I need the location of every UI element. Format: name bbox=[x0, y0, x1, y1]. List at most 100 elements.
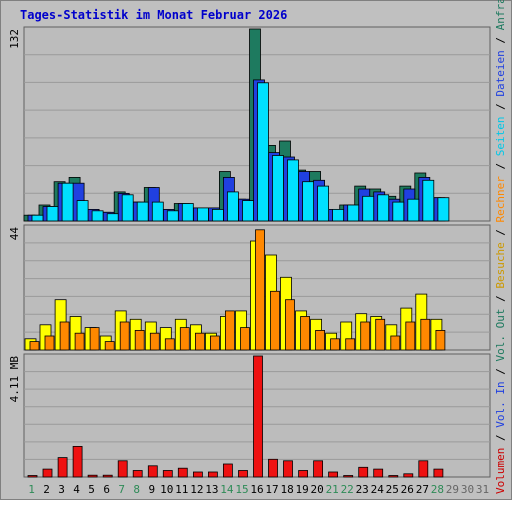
bar-seiten-day-26 bbox=[407, 198, 420, 222]
bar-seiten-day-24 bbox=[377, 194, 390, 222]
x-tick-label-day-1: 1 bbox=[28, 483, 35, 496]
x-tick-label-day-24: 24 bbox=[371, 483, 385, 496]
bar-seiten-day-25 bbox=[392, 201, 405, 222]
bar-rechner-day-23 bbox=[360, 321, 371, 351]
bar-seiten-day-27 bbox=[422, 179, 435, 222]
bar-rechner-day-8 bbox=[134, 329, 145, 351]
bar-seiten-day-10 bbox=[166, 210, 179, 222]
x-tick-label-day-18: 18 bbox=[280, 483, 293, 496]
bar-rechner-day-21 bbox=[330, 338, 341, 351]
bar-seiten-day-17 bbox=[272, 155, 284, 222]
x-tick-label-day-15: 15 bbox=[235, 483, 248, 496]
x-tick-label-day-12: 12 bbox=[190, 483, 203, 496]
bar-rechner-day-10 bbox=[164, 338, 175, 351]
legend-item-anfragen: Anfragen bbox=[494, 0, 507, 30]
bar-volumen-day-28 bbox=[433, 468, 444, 478]
legend-item-besuche: Besuche bbox=[494, 242, 507, 288]
x-tick-label-day-9: 9 bbox=[148, 483, 155, 496]
panel-top: 132 bbox=[8, 26, 491, 222]
bar-seiten-day-7 bbox=[121, 194, 134, 222]
x-tick-label-day-19: 19 bbox=[295, 483, 308, 496]
bar-seiten-day-15 bbox=[242, 200, 254, 222]
bar-volumen-day-23 bbox=[358, 466, 369, 478]
x-tick-label-day-21: 21 bbox=[326, 483, 339, 496]
x-tick-label-day-28: 28 bbox=[431, 483, 444, 496]
x-tick-label-day-26: 26 bbox=[401, 483, 414, 496]
bar-rechner-day-13 bbox=[209, 335, 220, 351]
bar-volumen-day-22 bbox=[343, 475, 354, 478]
bar-seiten-day-13 bbox=[211, 208, 224, 222]
legend-item-dateien: Dateien bbox=[494, 50, 507, 96]
bar-seiten-day-12 bbox=[196, 207, 209, 222]
bar-seiten-day-2 bbox=[46, 206, 59, 222]
bar-volumen-day-2 bbox=[42, 468, 53, 478]
x-tick-label-day-16: 16 bbox=[250, 483, 263, 496]
bar-seiten-day-6 bbox=[106, 213, 119, 222]
legend-separator: / bbox=[494, 222, 507, 242]
bar-rechner-day-19 bbox=[300, 316, 311, 351]
x-tick-label-day-13: 13 bbox=[205, 483, 218, 496]
legend-separator: / bbox=[494, 97, 507, 117]
bar-volumen-day-7 bbox=[117, 460, 128, 478]
x-tick-label-day-5: 5 bbox=[88, 483, 95, 496]
x-tick-label-day-22: 22 bbox=[341, 483, 354, 496]
bar-volumen-day-18 bbox=[283, 460, 293, 478]
bar-rechner-day-24 bbox=[375, 318, 386, 351]
bar-volumen-day-21 bbox=[328, 471, 339, 478]
x-tick-label-day-23: 23 bbox=[356, 483, 369, 496]
bar-volumen-day-24 bbox=[373, 468, 384, 478]
bar-rechner-day-16 bbox=[255, 229, 265, 351]
bar-volumen-day-17 bbox=[268, 458, 278, 478]
bar-rechner-day-17 bbox=[270, 290, 280, 351]
y-axis-max-label-bottom: 4.11 MB bbox=[8, 356, 21, 403]
bar-seiten-day-11 bbox=[181, 203, 194, 222]
bar-rechner-day-14 bbox=[224, 310, 235, 351]
bar-rechner-day-11 bbox=[179, 327, 190, 351]
bar-rechner-day-25 bbox=[390, 335, 401, 351]
chart-title: Tages-Statistik im Monat Februar 2026 bbox=[20, 8, 287, 22]
legend-item-vol-in: Vol. In bbox=[494, 381, 507, 427]
bar-volumen-day-14 bbox=[222, 463, 233, 478]
bar-volumen-day-10 bbox=[162, 470, 173, 478]
bar-rechner-day-20 bbox=[315, 329, 326, 351]
bar-seiten-day-21 bbox=[332, 208, 345, 222]
x-tick-label-day-2: 2 bbox=[43, 483, 50, 496]
bar-volumen-day-15 bbox=[238, 470, 248, 478]
bar-seiten-day-9 bbox=[151, 201, 164, 222]
x-tick-label-day-11: 11 bbox=[175, 483, 188, 496]
bar-volumen-day-8 bbox=[132, 470, 143, 478]
x-tick-label-day-31: 31 bbox=[476, 483, 489, 496]
legend-item-vol-out: Vol. Out bbox=[494, 309, 507, 362]
bar-volumen-day-4 bbox=[72, 445, 83, 478]
bar-rechner-day-5 bbox=[89, 327, 100, 351]
bar-rechner-day-22 bbox=[345, 338, 356, 351]
legend-item-volumen: Volumen bbox=[494, 448, 507, 494]
right-legend: Volumen / Vol. In / Vol. Out / Besuche /… bbox=[494, 0, 507, 494]
bar-volumen-day-6 bbox=[102, 474, 113, 478]
x-tick-label-day-17: 17 bbox=[265, 483, 278, 496]
bar-rechner-day-7 bbox=[119, 321, 130, 351]
bar-rechner-day-6 bbox=[104, 341, 115, 351]
bar-seiten-day-18 bbox=[287, 159, 299, 222]
y-axis-max-label-top: 132 bbox=[8, 29, 21, 49]
bar-rechner-day-2 bbox=[44, 335, 55, 351]
bar-seiten-day-14 bbox=[226, 191, 239, 222]
bar-volumen-day-19 bbox=[298, 470, 309, 478]
bar-volumen-day-26 bbox=[403, 473, 414, 478]
bar-seiten-day-5 bbox=[91, 210, 104, 222]
bar-rechner-day-27 bbox=[420, 318, 431, 351]
bar-rechner-day-3 bbox=[59, 321, 70, 351]
bar-rechner-day-26 bbox=[405, 321, 416, 351]
x-tick-label-day-30: 30 bbox=[461, 483, 474, 496]
bar-seiten-day-3 bbox=[61, 182, 74, 222]
y-axis-max-label-middle: 44 bbox=[8, 227, 21, 241]
bar-seiten-day-16 bbox=[257, 82, 269, 222]
legend-item-seiten: Seiten bbox=[494, 116, 507, 156]
x-tick-label-day-4: 4 bbox=[73, 483, 80, 496]
bar-volumen-day-12 bbox=[192, 471, 203, 478]
bar-seiten-day-8 bbox=[136, 201, 149, 222]
bar-volumen-day-13 bbox=[207, 471, 218, 478]
bar-volumen-day-25 bbox=[388, 475, 399, 478]
